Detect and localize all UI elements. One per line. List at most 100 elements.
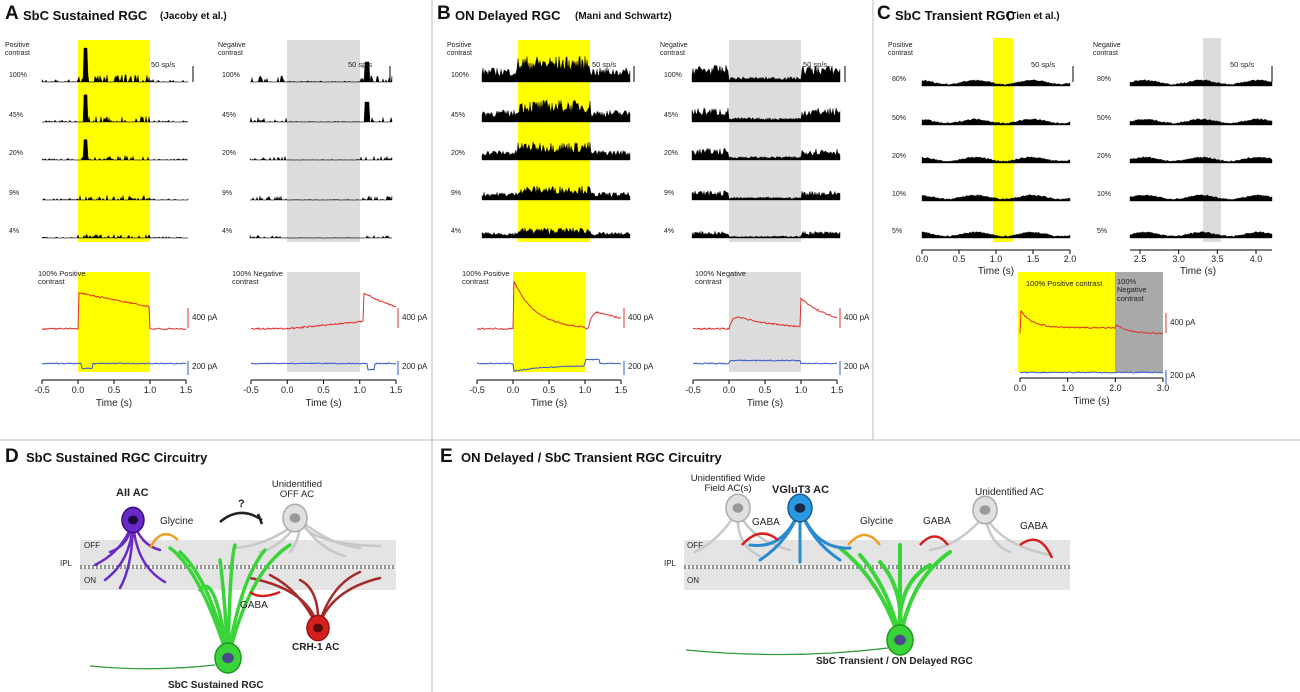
dendrite — [226, 543, 237, 660]
synapse-arrow — [1019, 538, 1054, 559]
stimulus-band — [287, 40, 360, 242]
cell-nucleus — [794, 503, 806, 513]
current-trace — [692, 359, 838, 365]
circuit-label: GABA — [240, 600, 268, 611]
dendrite — [198, 584, 230, 660]
synapse-arrow — [148, 532, 179, 549]
row-label: 50% — [1097, 115, 1112, 122]
cell-nucleus — [979, 505, 991, 515]
circuit-label: OFF — [687, 541, 703, 550]
psth — [691, 147, 841, 161]
current-trace — [1019, 309, 1164, 335]
psth — [921, 156, 1071, 164]
scale-label: 400 pA — [1170, 318, 1196, 327]
column-label: Negative contrast — [218, 42, 246, 57]
current-trace — [692, 297, 838, 331]
stimulus-band — [287, 272, 360, 372]
x-tick-label: 1.0 — [143, 385, 157, 395]
psth — [41, 194, 189, 201]
psth — [1129, 231, 1273, 239]
cell-nucleus — [894, 634, 906, 646]
current-trace — [477, 358, 621, 372]
x-axis-label: Time (s) — [1179, 266, 1217, 277]
panel-citation: (Mani and Schwartz) — [575, 11, 672, 22]
circuit-label: Unidentified OFF AC — [271, 479, 323, 501]
x-tick-label: 0.0 — [722, 385, 736, 395]
psth — [1129, 156, 1273, 164]
row-label: 80% — [1097, 76, 1112, 83]
psth — [481, 55, 631, 83]
x-tick-label: 1.5 — [389, 385, 403, 395]
row-label: 80% — [892, 76, 907, 83]
x-tick-label: 2.5 — [1133, 254, 1147, 264]
scale-label: 200 pA — [402, 362, 428, 371]
row-label: 45% — [222, 112, 237, 119]
scale-label: 400 pA — [628, 313, 654, 322]
x-tick-label: 1.0 — [989, 254, 1003, 264]
axon — [89, 664, 216, 670]
row-label: 45% — [451, 112, 466, 119]
row-label: 4% — [9, 228, 20, 235]
x-axis-label: Time (s) — [95, 398, 133, 409]
psth — [691, 64, 841, 83]
x-axis-label: Time (s) — [746, 398, 784, 409]
psth — [921, 118, 1071, 126]
x-axis-label: Time (s) — [1073, 396, 1110, 407]
x-tick-label: 0.0 — [506, 385, 520, 395]
psth — [921, 231, 1071, 239]
x-tick-label: 3.5 — [1211, 254, 1224, 264]
scale-label: 400 pA — [844, 313, 870, 322]
x-tick-label: -0.5 — [243, 385, 259, 395]
row-label: 9% — [222, 190, 233, 197]
synapse-arrow — [219, 511, 264, 525]
row-label: 20% — [222, 150, 237, 157]
row-label: 5% — [892, 228, 903, 235]
circuit-label: SbC Sustained RGC — [168, 680, 264, 691]
x-tick-label: 0.0 — [71, 385, 85, 395]
row-label: 10% — [892, 191, 907, 198]
row-label: 20% — [451, 150, 466, 157]
circuit-label: Glycine — [160, 516, 194, 527]
psth — [921, 79, 1071, 87]
cell-nucleus — [289, 513, 301, 523]
stimulus-band — [993, 38, 1013, 242]
circuit-label: VGluT3 AC — [772, 484, 830, 496]
dendrite — [168, 546, 230, 660]
row-label: 4% — [664, 228, 675, 235]
psth — [481, 99, 631, 123]
x-tick-label: 1.0 — [353, 385, 366, 395]
circuit-label: CRH-1 AC — [292, 642, 340, 653]
row-label: 100% — [9, 72, 27, 79]
scale-label: 200 pA — [192, 362, 218, 371]
cell-nucleus — [732, 503, 744, 513]
psth — [691, 107, 841, 123]
circuit-label: Unidentified Wide Field AC(s) — [690, 473, 766, 495]
psth — [250, 61, 393, 83]
panel-letter: B — [437, 3, 451, 24]
current-trace — [41, 362, 187, 370]
circuit-label: ON — [687, 576, 699, 585]
x-tick-label: 0.5 — [317, 385, 330, 395]
x-tick-label: 0.5 — [542, 385, 556, 395]
x-tick-label: 1.5 — [179, 385, 193, 395]
psth — [481, 141, 631, 161]
circuit-label: GABA — [923, 516, 951, 527]
circuit-label: Unidentified AC — [975, 487, 1044, 498]
x-tick-label: -0.5 — [469, 385, 485, 395]
x-tick-label: 3.0 — [1156, 383, 1170, 393]
x-tick-label: 4.0 — [1249, 254, 1263, 264]
circuit-label: AII AC — [116, 487, 149, 499]
x-tick-label: 0.5 — [952, 254, 966, 264]
circuit-label: OFF — [84, 541, 100, 550]
cell-nucleus — [313, 623, 323, 633]
row-label: 100% — [664, 72, 682, 79]
stimulus-band — [1115, 272, 1163, 372]
axon — [685, 647, 889, 656]
cell-nucleus — [222, 652, 234, 664]
psth — [249, 234, 392, 239]
panel-letter: C — [877, 3, 891, 24]
psth — [42, 94, 189, 123]
trace-label: 100% Positive contrast — [38, 269, 86, 287]
trace-label: 100% Negative contrast — [232, 269, 283, 287]
stimulus-band — [78, 272, 150, 372]
